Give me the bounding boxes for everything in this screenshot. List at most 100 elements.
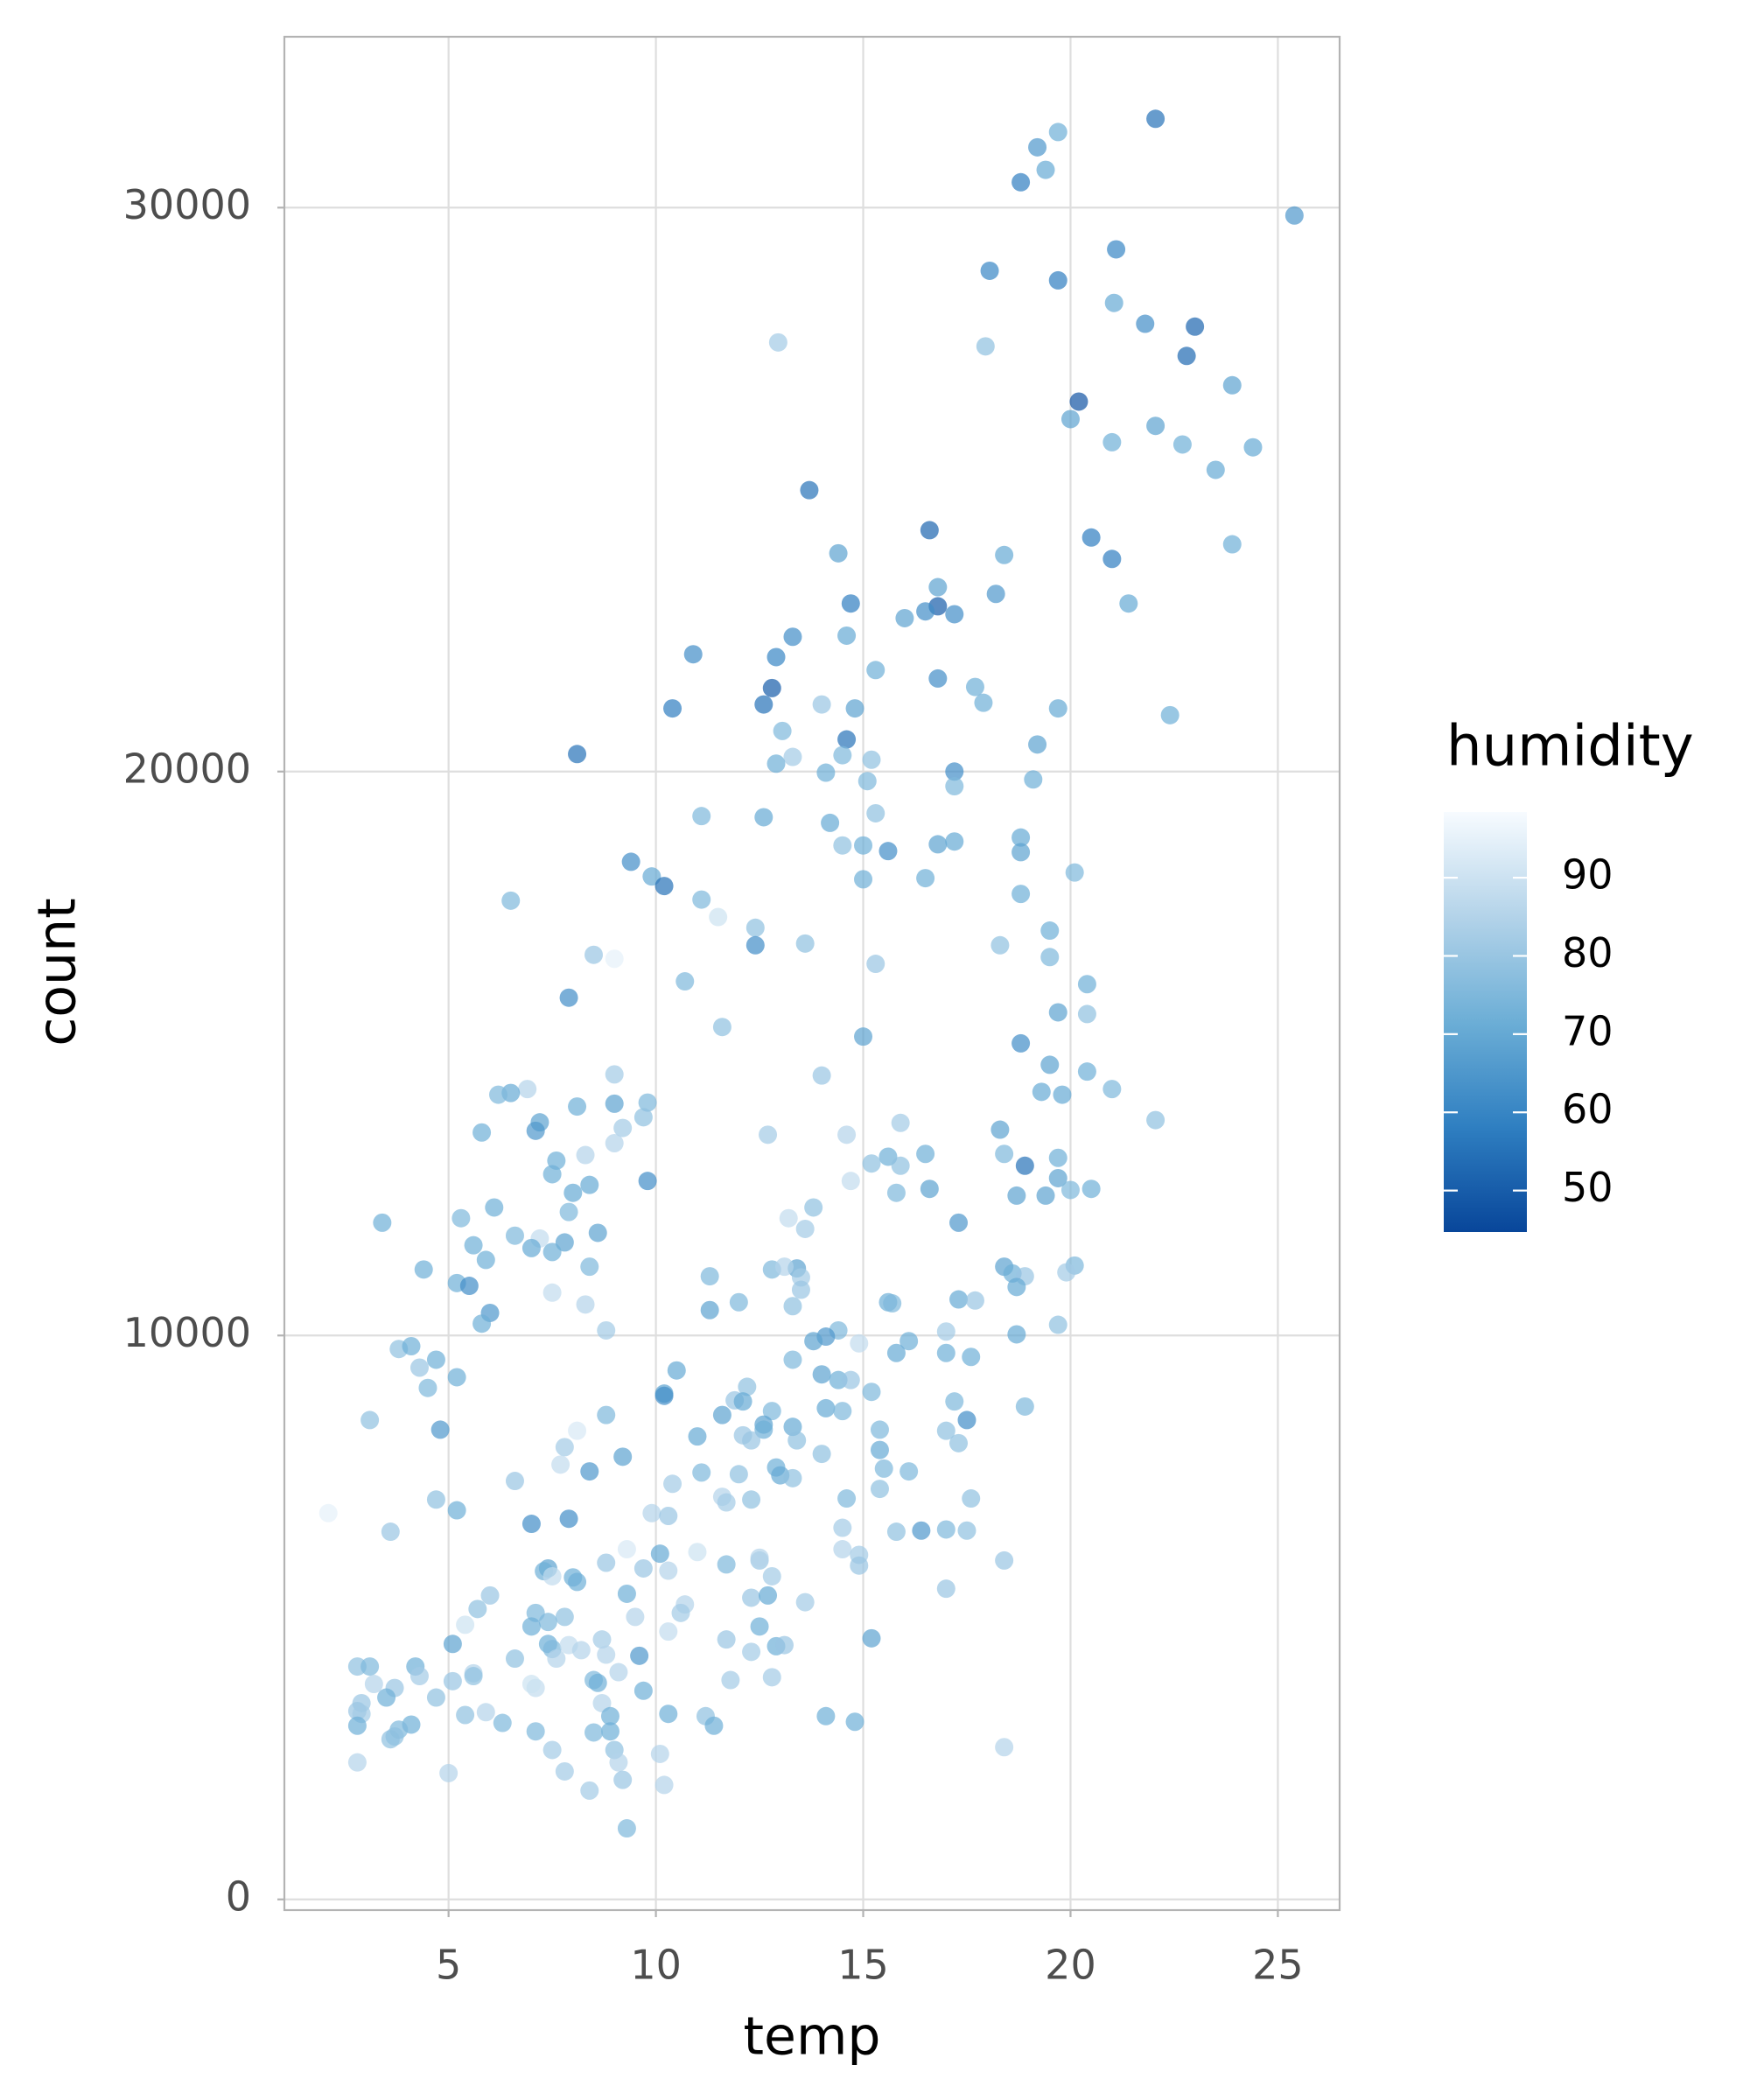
- point: [766, 754, 786, 774]
- colorbar-tick-label: 70: [1562, 1007, 1614, 1054]
- point: [584, 945, 604, 964]
- point: [1082, 1180, 1101, 1199]
- point: [347, 1753, 367, 1772]
- point: [962, 1348, 981, 1367]
- point: [870, 1440, 889, 1460]
- point: [576, 1145, 595, 1165]
- point: [900, 1462, 919, 1481]
- point: [936, 1520, 956, 1539]
- point: [1146, 109, 1166, 129]
- y-tick-label: 10000: [123, 1309, 251, 1356]
- point: [364, 1675, 383, 1694]
- point: [962, 1489, 981, 1508]
- point: [837, 730, 857, 749]
- point: [900, 1332, 919, 1351]
- x-tick-label: 20: [1045, 1942, 1096, 1989]
- point: [1048, 1168, 1068, 1187]
- y-tick-label: 30000: [123, 181, 251, 228]
- point: [584, 1723, 604, 1742]
- point: [642, 1503, 662, 1522]
- point: [870, 1480, 889, 1499]
- point: [804, 1198, 823, 1217]
- point: [555, 1761, 574, 1781]
- point: [559, 988, 578, 1007]
- point: [746, 918, 765, 937]
- point: [754, 1420, 774, 1439]
- point: [862, 1154, 881, 1173]
- x-tick-label: 15: [837, 1942, 889, 1989]
- point: [373, 1213, 392, 1232]
- point: [1177, 346, 1196, 366]
- point: [522, 1617, 541, 1636]
- point: [1048, 122, 1068, 142]
- point: [1012, 885, 1031, 904]
- point: [493, 1713, 512, 1732]
- point: [986, 584, 1005, 604]
- point: [874, 1459, 893, 1478]
- point: [833, 1518, 852, 1537]
- point: [564, 1183, 583, 1202]
- point: [878, 842, 898, 861]
- point: [638, 1172, 657, 1191]
- point: [995, 1144, 1014, 1164]
- point: [862, 1628, 881, 1648]
- point: [542, 1740, 562, 1760]
- point: [472, 1123, 492, 1142]
- point: [1057, 1263, 1076, 1282]
- point: [858, 772, 877, 791]
- point: [783, 1297, 802, 1316]
- point: [837, 1125, 857, 1144]
- point: [845, 1712, 864, 1732]
- point: [1243, 438, 1263, 457]
- point: [1172, 435, 1192, 454]
- point: [957, 1410, 976, 1430]
- point: [773, 721, 792, 740]
- point: [895, 608, 914, 627]
- point: [721, 1670, 740, 1690]
- point: [916, 869, 935, 888]
- point: [816, 1706, 836, 1726]
- point: [928, 668, 948, 688]
- point: [1146, 1110, 1166, 1130]
- point: [676, 972, 695, 991]
- point: [571, 1641, 591, 1660]
- point: [430, 1420, 450, 1439]
- point: [1048, 1315, 1068, 1334]
- point: [1048, 270, 1068, 290]
- point: [464, 1236, 483, 1255]
- point: [1028, 137, 1047, 157]
- point: [1036, 1186, 1055, 1205]
- point: [634, 1558, 653, 1578]
- point: [555, 1607, 574, 1627]
- point: [812, 1445, 831, 1464]
- point: [692, 807, 711, 826]
- point: [949, 1290, 969, 1309]
- point: [659, 1622, 678, 1642]
- point: [821, 813, 840, 832]
- point: [452, 1208, 471, 1228]
- point: [1012, 843, 1031, 862]
- point: [936, 1421, 956, 1440]
- point: [551, 1455, 570, 1474]
- point: [526, 1121, 545, 1140]
- point: [613, 1447, 633, 1466]
- colorbar-tick-label: 90: [1562, 851, 1614, 899]
- point: [1069, 392, 1088, 411]
- point: [671, 1603, 690, 1622]
- point: [783, 627, 802, 647]
- point: [654, 877, 674, 896]
- point: [1102, 550, 1122, 569]
- point: [791, 1280, 810, 1299]
- point: [1012, 172, 1031, 192]
- point: [1012, 828, 1031, 847]
- point: [1024, 770, 1043, 789]
- point: [965, 677, 984, 696]
- point: [829, 543, 848, 563]
- point: [804, 1332, 823, 1351]
- point: [976, 337, 995, 356]
- point: [841, 1370, 860, 1390]
- point: [597, 1645, 616, 1664]
- point: [505, 1226, 524, 1245]
- point: [709, 907, 728, 927]
- panel-border: [283, 35, 1341, 1912]
